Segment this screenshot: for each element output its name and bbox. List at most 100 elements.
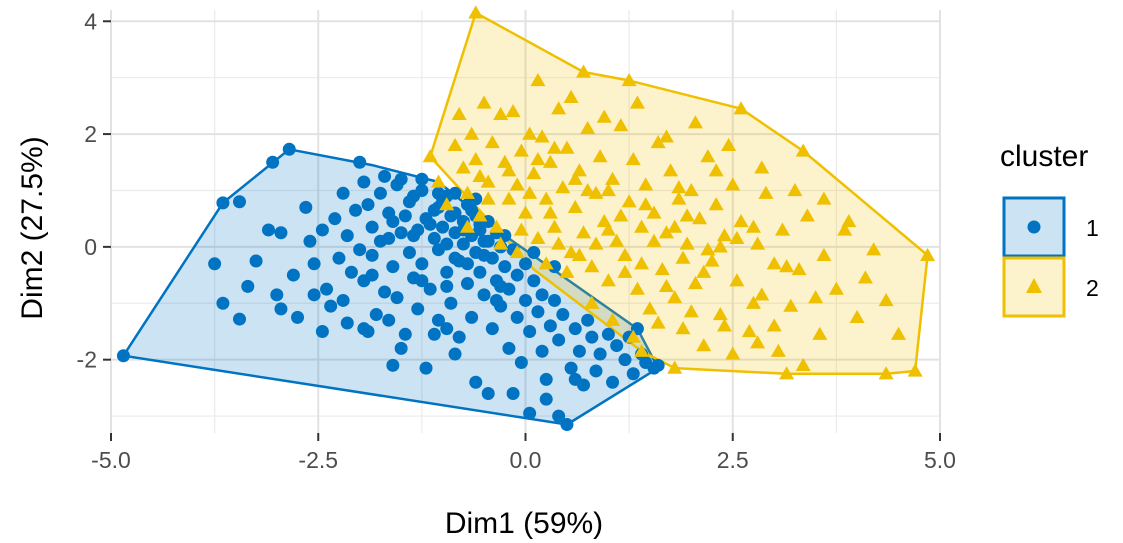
point-cluster-2: [430, 174, 446, 188]
point-cluster-2: [472, 208, 488, 222]
point-cluster-1: [274, 226, 288, 240]
point-cluster-2: [745, 295, 761, 309]
point-cluster-2: [493, 236, 509, 250]
point-cluster-2: [774, 222, 790, 236]
point-cluster-1: [398, 209, 412, 223]
point-cluster-2: [696, 264, 712, 278]
point-cluster-2: [812, 326, 828, 340]
x-tick-label: 5.0: [924, 447, 956, 473]
point-cluster-1: [361, 198, 375, 212]
point-cluster-2: [584, 295, 600, 309]
point-cluster-1: [365, 268, 379, 282]
point-cluster-2: [530, 151, 546, 166]
point-cluster-2: [770, 343, 786, 357]
point-cluster-2: [526, 166, 542, 180]
point-cluster-2: [567, 171, 583, 185]
point-cluster-2: [625, 151, 641, 166]
point-cluster-1: [386, 215, 400, 228]
point-cluster-2: [555, 180, 571, 194]
point-cluster-1: [423, 282, 437, 296]
point-cluster-2: [754, 287, 770, 301]
point-cluster-1: [618, 353, 632, 367]
point-cluster-2: [609, 233, 625, 247]
point-cluster-1: [307, 257, 321, 271]
point-cluster-2: [596, 109, 612, 123]
point-cluster-1: [460, 257, 474, 271]
point-cluster-2: [766, 256, 782, 270]
point-cluster-1: [365, 248, 379, 262]
y-tick-label: 0: [84, 234, 97, 260]
cluster-points: [116, 5, 936, 432]
x-axis-title: Dim1 (59%): [445, 507, 603, 540]
point-cluster-2: [480, 191, 496, 205]
point-cluster-2: [658, 278, 674, 292]
point-cluster-1: [514, 356, 528, 369]
point-cluster-2: [509, 245, 525, 259]
point-cluster-2: [766, 318, 782, 332]
point-cluster-2: [725, 346, 741, 360]
point-cluster-2: [501, 191, 517, 205]
point-cluster-2: [687, 276, 703, 290]
point-cluster-1: [548, 260, 562, 274]
point-cluster-1: [274, 302, 288, 316]
point-cluster-1: [303, 234, 317, 248]
point-cluster-1: [448, 347, 462, 361]
point-cluster-2: [617, 247, 633, 261]
point-cluster-2: [920, 247, 936, 261]
point-cluster-2: [675, 321, 691, 335]
point-cluster-2: [634, 219, 650, 233]
point-cluster-2: [841, 214, 857, 228]
point-cluster-2: [576, 64, 592, 78]
point-cluster-1: [440, 322, 454, 336]
point-cluster-1: [548, 293, 562, 307]
point-cluster-2: [488, 219, 504, 233]
point-cluster-1: [423, 217, 437, 231]
point-cluster-2: [580, 182, 596, 197]
point-cluster-2: [451, 106, 467, 120]
point-cluster-1: [585, 330, 599, 344]
point-cluster-1: [373, 186, 387, 200]
point-cluster-2: [447, 137, 463, 151]
point-cluster-2: [729, 273, 745, 287]
point-cluster-1: [394, 226, 408, 240]
point-cluster-2: [733, 101, 749, 115]
point-cluster-2: [791, 261, 807, 276]
point-cluster-2: [459, 185, 475, 199]
point-cluster-2: [563, 89, 579, 104]
point-cluster-1: [262, 223, 276, 237]
point-cluster-2: [439, 197, 455, 211]
point-cluster-2: [634, 256, 650, 270]
point-cluster-1: [349, 203, 363, 217]
point-cluster-2: [679, 236, 695, 250]
point-cluster-1: [344, 265, 358, 279]
point-cluster-2: [878, 292, 894, 307]
point-cluster-2: [621, 73, 637, 87]
point-cluster-1: [315, 324, 329, 338]
point-cluster-2: [542, 205, 558, 219]
point-cluster-1: [519, 293, 532, 307]
point-cluster-1: [535, 344, 549, 358]
point-cluster-2: [522, 126, 538, 140]
point-cluster-1: [510, 268, 524, 282]
point-cluster-2: [513, 222, 529, 236]
point-cluster-1: [527, 246, 541, 260]
point-cluster-1: [481, 387, 495, 401]
point-cluster-1: [539, 372, 553, 386]
point-cluster-1: [539, 392, 553, 406]
point-cluster-1: [353, 155, 367, 169]
point-cluster-1: [266, 155, 280, 169]
point-cluster-2: [629, 281, 645, 295]
point-cluster-2: [675, 250, 691, 264]
point-cluster-1: [407, 229, 421, 243]
point-cluster-2: [857, 270, 873, 284]
point-cluster-2: [754, 160, 770, 174]
point-cluster-1: [572, 344, 586, 358]
point-cluster-1: [369, 308, 383, 322]
point-cluster-1: [465, 310, 479, 324]
point-cluster-2: [484, 135, 500, 149]
point-cluster-1: [523, 406, 537, 420]
point-cluster-2: [816, 191, 832, 205]
point-cluster-1: [606, 375, 620, 389]
point-cluster-2: [687, 115, 703, 129]
point-cluster-1: [216, 296, 230, 310]
